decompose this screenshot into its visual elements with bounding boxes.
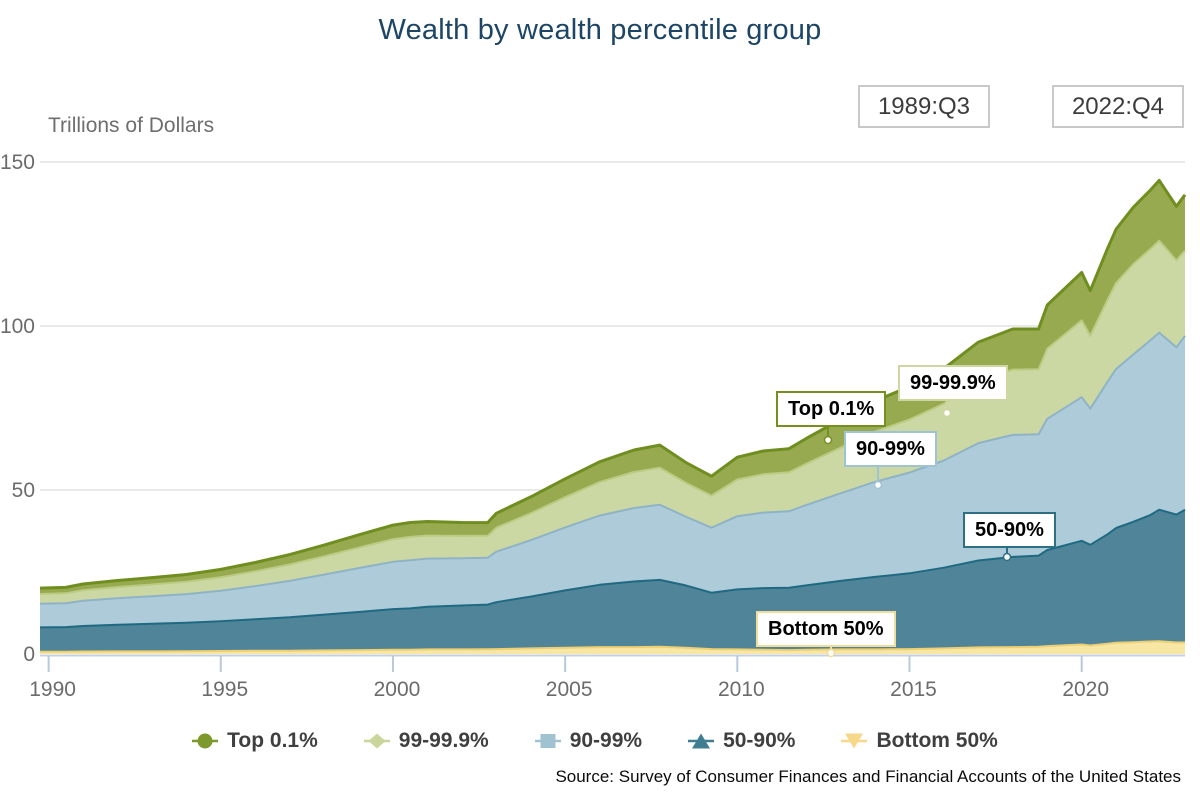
legend-label: 99-99.9%: [398, 729, 489, 752]
chart-label-50-90: 50-90%: [963, 512, 1056, 548]
svg-text:150: 150: [0, 151, 35, 174]
legend: Top 0.1% 99-99.9% 90-99% 50-90% Bottom 5…: [40, 729, 1150, 753]
chart-label-bottom-50: Bottom 50%: [756, 611, 896, 647]
y-axis-title: Trillions of Dollars: [48, 114, 215, 137]
diamond-marker-icon: [363, 733, 390, 749]
svg-text:100: 100: [0, 315, 35, 338]
svg-text:2020: 2020: [1062, 678, 1109, 701]
page-title: Wealth by wealth percentile group: [378, 14, 822, 46]
range-start-selector[interactable]: 1989:Q3: [858, 85, 990, 128]
svg-text:2010: 2010: [718, 678, 765, 701]
svg-text:2000: 2000: [374, 678, 421, 701]
square-marker-icon: [534, 733, 561, 749]
legend-label: Top 0.1%: [227, 729, 318, 752]
svg-text:2005: 2005: [546, 678, 593, 701]
legend-label: 50-90%: [723, 729, 796, 752]
chart-label-90-99: 90-99%: [844, 431, 937, 467]
legend-item-top-0-1[interactable]: Top 0.1%: [192, 729, 318, 753]
svg-text:50: 50: [12, 479, 35, 502]
triangle-up-marker-icon: [688, 733, 715, 749]
source-note: Source: Survey of Consumer Finances and …: [555, 767, 1181, 786]
chart-label-99-99-9: 99-99.9%: [898, 365, 1008, 401]
legend-item-99-99-9[interactable]: 99-99.9%: [363, 729, 489, 753]
triangle-down-marker-icon: [841, 733, 868, 749]
legend-item-50-90[interactable]: 50-90%: [688, 729, 795, 753]
svg-text:2015: 2015: [890, 678, 937, 701]
legend-label: 90-99%: [569, 729, 643, 752]
circle-marker-icon: [192, 733, 219, 749]
chart-label-top-0-1: Top 0.1%: [776, 391, 887, 427]
svg-text:1995: 1995: [201, 678, 248, 701]
legend-item-90-99[interactable]: 90-99%: [534, 729, 643, 753]
svg-text:1990: 1990: [29, 678, 76, 701]
range-end-selector[interactable]: 2022:Q4: [1052, 85, 1184, 128]
legend-item-bottom-50[interactable]: Bottom 50%: [841, 729, 998, 753]
legend-label: Bottom 50%: [876, 729, 998, 752]
svg-text:0: 0: [23, 643, 35, 666]
